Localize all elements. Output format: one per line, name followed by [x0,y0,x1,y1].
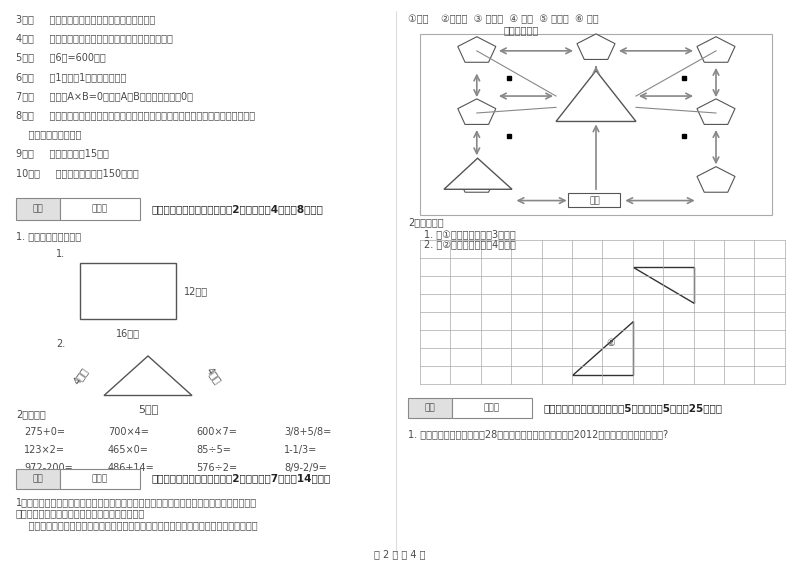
Text: 3．（     ）长方形的周长就是它四条边长度的和。: 3．（ ）长方形的周长就是它四条边长度的和。 [16,14,155,24]
Polygon shape [556,71,636,121]
Text: 第 2 页 共 4 页: 第 2 页 共 4 页 [374,549,426,559]
Text: 600×7=: 600×7= [196,427,237,437]
Text: 8．（     ）用同一条铁丝先围成一个最大的正方形，再围成一个最大的长方形，长方形和: 8．（ ）用同一条铁丝先围成一个最大的正方形，再围成一个最大的长方形，长方形和 [16,110,255,120]
Text: 正方形的周长相等。: 正方形的周长相等。 [16,129,82,140]
Text: 1. 求下面图形的周长。: 1. 求下面图形的周长。 [16,232,81,242]
Polygon shape [697,37,735,62]
Polygon shape [633,267,694,303]
Text: 2、口算：: 2、口算： [16,410,46,420]
Polygon shape [104,356,192,395]
Text: 972-200=: 972-200= [24,463,73,473]
Text: 六、活用知识，解决问题（共5小题，每题5分，共25分）。: 六、活用知识，解决问题（共5小题，每题5分，共25分）。 [544,403,723,413]
Text: 1-1/3=: 1-1/3= [284,445,318,455]
Text: 大门: 大门 [589,196,600,205]
Text: 五、认真思考，综合能力（共2小题，每题7分，共14分）。: 五、认真思考，综合能力（共2小题，每题7分，共14分）。 [152,473,331,484]
Text: 700×4=: 700×4= [108,427,149,437]
Polygon shape [444,158,512,189]
Polygon shape [577,34,615,59]
Bar [80,263,176,319]
Text: 2. 把②号图形向左移动4个格。: 2. 把②号图形向左移动4个格。 [424,239,516,249]
Text: 馆和鱼馆的场地分别在动物园的东北角和西北角。: 馆和鱼馆的场地分别在动物园的东北角和西北角。 [16,508,146,519]
Text: 5分米: 5分米 [138,404,158,414]
Text: 动物园导游图: 动物园导游图 [504,25,539,36]
Text: 得分: 得分 [32,474,43,483]
Polygon shape [697,167,735,192]
Text: 486+14=: 486+14= [108,463,154,473]
Text: 576÷2=: 576÷2= [196,463,237,473]
Bar [16,198,60,220]
Polygon shape [458,99,496,124]
Polygon shape [458,37,496,62]
Bar [408,398,452,418]
Bar [60,198,140,220]
Text: 得分: 得分 [32,205,43,214]
Bar [420,34,772,215]
Text: 四、看清题目，细心计算（共2小题，每题4分，共8分）。: 四、看清题目，细心计算（共2小题，每题4分，共8分）。 [152,204,324,214]
Text: 465×0=: 465×0= [108,445,149,455]
Text: 85÷5=: 85÷5= [196,445,231,455]
Text: 7．（     ）如果A×B=0，那么A和B中至少有一个是0。: 7．（ ）如果A×B=0，那么A和B中至少有一个是0。 [16,91,193,101]
Text: 4分米: 4分米 [204,366,222,386]
Text: 8/9-2/9=: 8/9-2/9= [284,463,326,473]
Bar [16,469,60,489]
Text: 评卷人: 评卷人 [484,403,500,412]
Text: 10．（     ）一本故事书约重150千克。: 10．（ ）一本故事书约重150千克。 [16,168,138,178]
Text: 评卷人: 评卷人 [92,205,108,214]
Text: 1.: 1. [56,249,65,259]
Text: 6．（     ）1吨铁与1吨棉花一样重。: 6．（ ）1吨铁与1吨棉花一样重。 [16,72,126,82]
Text: 得分: 得分 [424,403,435,412]
Text: 123×2=: 123×2= [24,445,65,455]
Text: 2、画一画。: 2、画一画。 [408,218,444,228]
Polygon shape [458,167,496,192]
Text: 评卷人: 评卷人 [92,474,108,483]
Text: 根据小强的描述，请你把这些动物馆馆所在的位置，在动物园的导游图上用序号表示出来: 根据小强的描述，请你把这些动物馆馆所在的位置，在动物园的导游图上用序号表示出来 [16,520,258,530]
Polygon shape [697,99,735,124]
Text: 4分米: 4分米 [71,366,90,386]
Text: 5．（     ）6分=600秒。: 5．（ ）6分=600秒。 [16,53,106,63]
Text: ②: ② [606,338,614,347]
Polygon shape [572,321,633,375]
Text: 9．（     ）李老师身高15米。: 9．（ ）李老师身高15米。 [16,149,109,159]
Text: 1. 把①号图形向右平移3个格。: 1. 把①号图形向右平移3个格。 [424,229,516,239]
Text: ①狮山    ②熊猫馆  ③ 飞禽馆  ④ 猴园  ⑤ 大象馆  ⑥ 鱼馆: ①狮山 ②熊猫馆 ③ 飞禽馆 ④ 猴园 ⑤ 大象馆 ⑥ 鱼馆 [408,14,598,24]
Text: 16厘米: 16厘米 [116,328,140,338]
Text: 3/8+5/8=: 3/8+5/8= [284,427,331,437]
Text: 12厘米: 12厘米 [184,286,208,296]
Text: 1、走进动物园大门，正北面是狮子山和熊猫馆，狮子山的东侧是飞禽馆，西侧是猴园，大象: 1、走进动物园大门，正北面是狮子山和熊猫馆，狮子山的东侧是飞禽馆，西侧是猴园，大… [16,497,257,507]
Text: 4．（     ）所有的大月都是单月，所有的小月都是双月。: 4．（ ）所有的大月都是单月，所有的小月都是双月。 [16,33,173,44]
Text: 2.: 2. [56,339,66,349]
Text: 275+0=: 275+0= [24,427,65,437]
Bar [452,398,532,418]
Bar [60,469,140,489]
Bar [568,193,620,207]
Text: 1. 一头奶牛一天大约可挤奶28千克，照这样计算，这头奶牛2012年二月份可挤奶多少千克?: 1. 一头奶牛一天大约可挤奶28千克，照这样计算，这头奶牛2012年二月份可挤奶… [408,429,668,440]
